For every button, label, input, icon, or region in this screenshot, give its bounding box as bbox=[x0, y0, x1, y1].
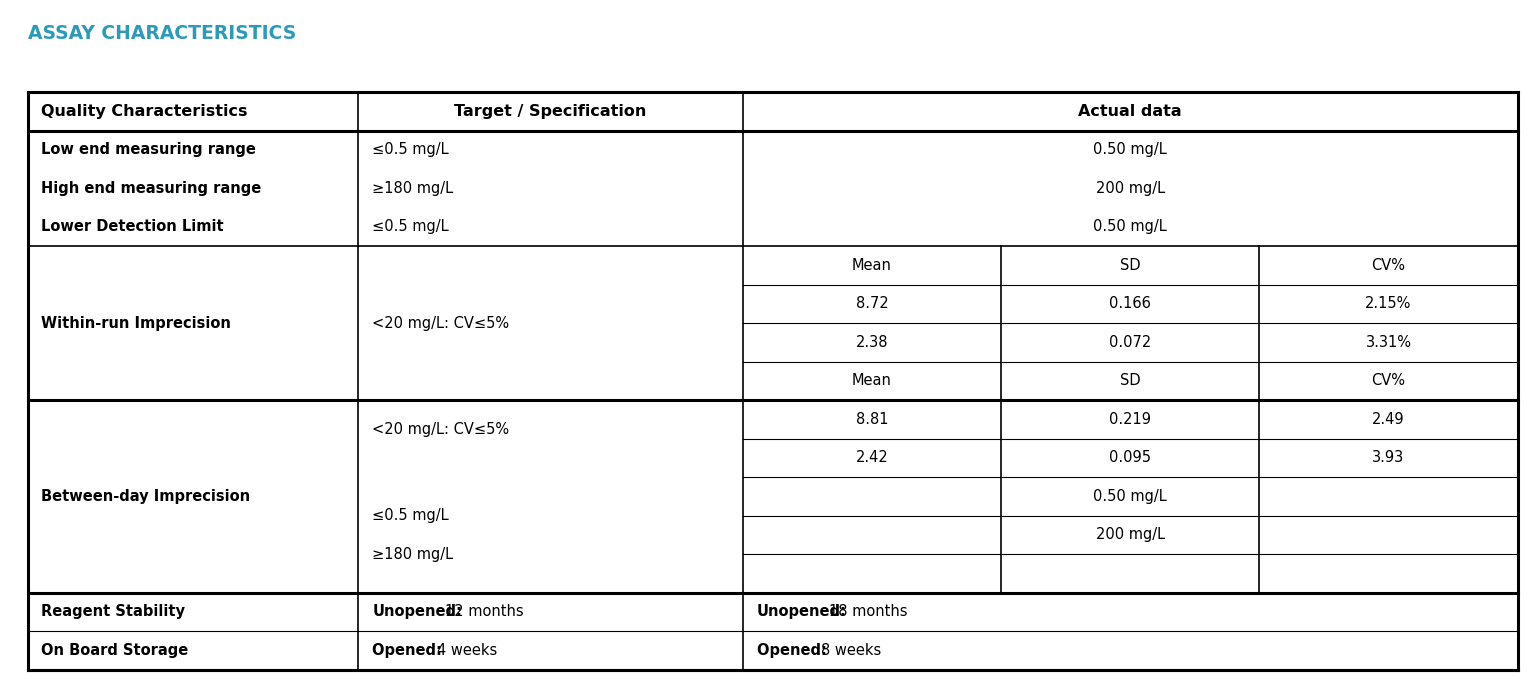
Text: CV%: CV% bbox=[1372, 374, 1405, 388]
Text: 8 weeks: 8 weeks bbox=[822, 643, 882, 658]
Text: <20 mg/L: CV≤5%: <20 mg/L: CV≤5% bbox=[372, 421, 510, 436]
Text: 2.38: 2.38 bbox=[856, 335, 888, 350]
Text: Quality Characteristics: Quality Characteristics bbox=[41, 104, 247, 119]
Text: 4 weeks: 4 weeks bbox=[436, 643, 498, 658]
Text: 2.42: 2.42 bbox=[856, 450, 888, 465]
Text: 3.31%: 3.31% bbox=[1366, 335, 1412, 350]
Text: 0.50 mg/L: 0.50 mg/L bbox=[1094, 489, 1167, 504]
Text: Reagent Stability: Reagent Stability bbox=[41, 604, 186, 619]
Text: 0.072: 0.072 bbox=[1109, 335, 1152, 350]
Text: Target / Specification: Target / Specification bbox=[455, 104, 647, 119]
Text: 0.219: 0.219 bbox=[1109, 412, 1150, 427]
Text: 8.81: 8.81 bbox=[856, 412, 888, 427]
Text: 8.72: 8.72 bbox=[856, 297, 888, 312]
Text: 12 months: 12 months bbox=[445, 604, 524, 619]
Text: High end measuring range: High end measuring range bbox=[41, 181, 261, 196]
Text: Lower Detection Limit: Lower Detection Limit bbox=[41, 220, 224, 235]
Text: ≥180 mg/L: ≥180 mg/L bbox=[372, 181, 453, 196]
Text: 2.49: 2.49 bbox=[1372, 412, 1405, 427]
Text: 0.50 mg/L: 0.50 mg/L bbox=[1094, 220, 1167, 235]
Text: SD: SD bbox=[1120, 258, 1141, 273]
Text: 200 mg/L: 200 mg/L bbox=[1095, 181, 1164, 196]
Text: ≤0.5 mg/L: ≤0.5 mg/L bbox=[372, 220, 449, 235]
Text: Low end measuring range: Low end measuring range bbox=[41, 143, 257, 158]
Text: 0.166: 0.166 bbox=[1109, 297, 1150, 312]
Text: SD: SD bbox=[1120, 374, 1141, 388]
Text: Opened:: Opened: bbox=[757, 643, 831, 658]
Text: ≤0.5 mg/L: ≤0.5 mg/L bbox=[372, 508, 449, 523]
Text: On Board Storage: On Board Storage bbox=[41, 643, 189, 658]
Text: ≤0.5 mg/L: ≤0.5 mg/L bbox=[372, 143, 449, 158]
Text: Within-run Imprecision: Within-run Imprecision bbox=[41, 316, 232, 331]
Text: ≥180 mg/L: ≥180 mg/L bbox=[372, 547, 453, 562]
Text: Opened:: Opened: bbox=[372, 643, 447, 658]
Text: Unopened:: Unopened: bbox=[757, 604, 846, 619]
Text: 18 months: 18 months bbox=[829, 604, 908, 619]
Text: ASSAY CHARACTERISTICS: ASSAY CHARACTERISTICS bbox=[28, 24, 296, 43]
Text: Mean: Mean bbox=[852, 258, 892, 273]
Text: 0.095: 0.095 bbox=[1109, 450, 1150, 465]
Text: 0.50 mg/L: 0.50 mg/L bbox=[1094, 143, 1167, 158]
Text: Mean: Mean bbox=[852, 374, 892, 388]
Text: 200 mg/L: 200 mg/L bbox=[1095, 527, 1164, 542]
Text: 3.93: 3.93 bbox=[1372, 450, 1404, 465]
Text: <20 mg/L: CV≤5%: <20 mg/L: CV≤5% bbox=[372, 316, 510, 331]
Text: CV%: CV% bbox=[1372, 258, 1405, 273]
Text: 2.15%: 2.15% bbox=[1366, 297, 1412, 312]
Text: Between-day Imprecision: Between-day Imprecision bbox=[41, 489, 250, 504]
Text: Unopened:: Unopened: bbox=[372, 604, 462, 619]
Text: Actual data: Actual data bbox=[1078, 104, 1183, 119]
